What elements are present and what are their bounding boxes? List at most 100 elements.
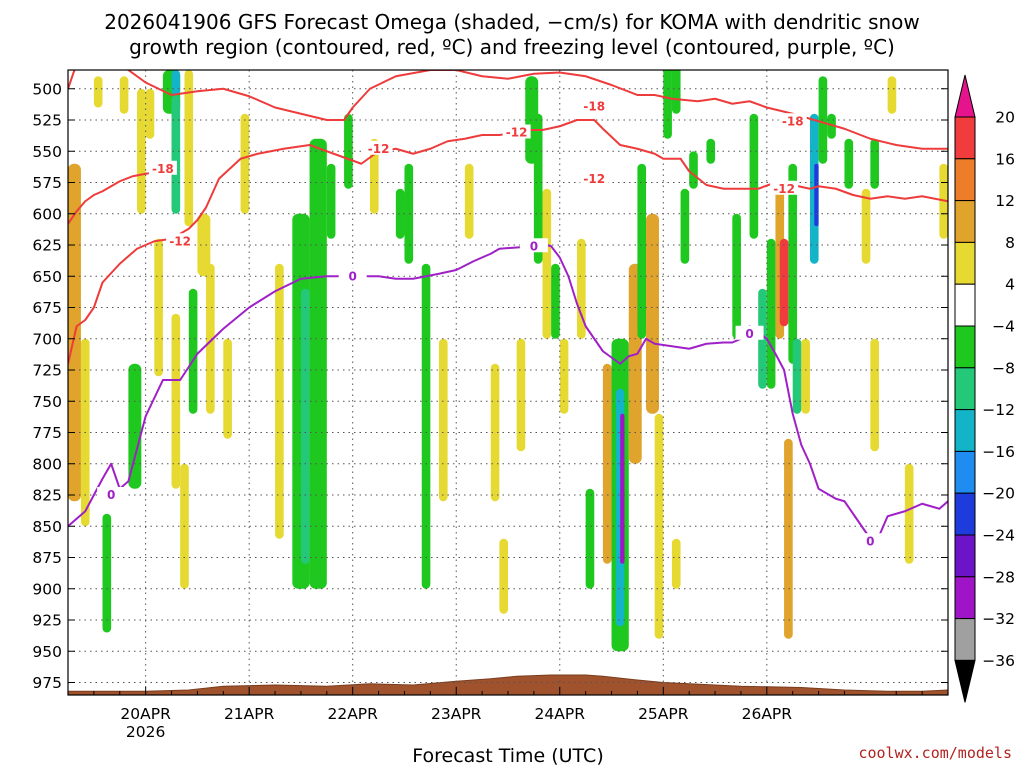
omega-cell xyxy=(904,463,914,564)
contour-label: -12 xyxy=(773,182,795,196)
omega-cell xyxy=(119,76,129,114)
colorbar-bin xyxy=(954,367,976,411)
omega-cell xyxy=(749,113,759,239)
contour-label-bg xyxy=(856,533,885,548)
colorbar-tick-label: −20 xyxy=(982,485,1015,503)
omega-cell xyxy=(870,338,879,452)
omega-cell xyxy=(887,76,897,114)
omega-cell xyxy=(516,338,526,452)
contour-label: 0 xyxy=(866,534,874,548)
omega-cell xyxy=(620,413,625,564)
colorbar-bin xyxy=(954,534,976,578)
x-tick-label: 25APR xyxy=(638,705,689,723)
contour-label: -12 xyxy=(368,142,390,156)
omega-cell xyxy=(404,163,414,264)
omega-cell xyxy=(499,538,508,614)
colorbar-tick-label: −36 xyxy=(982,652,1015,670)
omega-cell xyxy=(779,238,789,327)
omega-cell xyxy=(551,263,560,339)
omega-cell xyxy=(171,95,181,214)
contour-label-bg xyxy=(770,180,799,195)
contour-layer: -18 -18 -18 -12 -12 -12 -12 -12 0 0 0 0 0 xyxy=(68,70,948,548)
colorbar-bin xyxy=(954,409,976,452)
contour-label-bg xyxy=(166,233,195,248)
contour-label-bg xyxy=(519,238,548,253)
contour-line xyxy=(68,242,948,540)
omega-cell xyxy=(171,313,181,489)
contour-label: 0 xyxy=(745,327,753,341)
omega-cell xyxy=(784,438,793,639)
colorbar-tick-label: −8 xyxy=(992,359,1015,377)
x-tick-label: 24APR xyxy=(535,705,586,723)
omega-cell xyxy=(240,113,250,214)
omega-cell xyxy=(654,413,664,639)
colorbar-tick-label: −12 xyxy=(982,401,1015,419)
omega-cell xyxy=(689,151,698,189)
contour-label: -12 xyxy=(506,126,528,140)
y-tick-label: 825 xyxy=(32,487,62,505)
contour-line xyxy=(68,70,948,150)
omega-cell xyxy=(300,288,310,564)
omega-cell xyxy=(870,138,879,189)
colorbar-bin xyxy=(954,492,976,536)
y-tick-label: 650 xyxy=(32,268,62,286)
omega-cell xyxy=(344,113,353,189)
omega-cell xyxy=(844,138,854,189)
x-axis-label: Forecast Time (UTC) xyxy=(412,745,603,767)
colorbar-tick-label: −32 xyxy=(982,610,1015,628)
y-tick-label: 800 xyxy=(32,455,62,473)
y-tick-label: 950 xyxy=(32,643,62,661)
omega-cell xyxy=(184,70,194,227)
contour-label-bg xyxy=(364,140,393,155)
omega-cell xyxy=(542,188,552,339)
omega-cell xyxy=(814,163,819,227)
contour-label: -12 xyxy=(169,234,191,248)
y-tick-label: 975 xyxy=(32,674,62,692)
y-tick-label: 575 xyxy=(32,174,62,192)
contour-label-bg xyxy=(97,487,126,501)
grid-lines xyxy=(68,70,948,695)
colorbar-bin xyxy=(954,325,976,369)
colorbar-bin xyxy=(954,241,976,285)
contour-line xyxy=(68,167,164,225)
y-tick-label: 750 xyxy=(32,393,62,411)
terrain-fill xyxy=(68,674,948,695)
omega-cell xyxy=(145,88,155,139)
x-tick-label: 22APR xyxy=(327,705,378,723)
x-tick-label: 21APR xyxy=(224,705,275,723)
credit-link[interactable]: coolwx.com/models xyxy=(858,744,1012,762)
colorbar-bin xyxy=(954,618,976,661)
omega-cell xyxy=(137,88,146,214)
colorbar-tick-label: −28 xyxy=(982,568,1015,586)
omega-cell xyxy=(490,363,500,502)
y-tick-label: 625 xyxy=(32,237,62,255)
omega-cell xyxy=(188,288,198,414)
omega-cell xyxy=(671,538,681,589)
omega-cell xyxy=(438,338,448,502)
y-tick-label: 550 xyxy=(32,143,62,161)
y-tick-label: 925 xyxy=(32,612,62,630)
omega-cell xyxy=(421,263,431,589)
chart-title-line-1: 2026041906 GFS Forecast Omega (shaded, −… xyxy=(104,10,920,34)
contour-label: -18 xyxy=(583,99,605,113)
colorbar-over-triangle xyxy=(954,74,976,118)
contour-label-bg xyxy=(148,160,177,175)
colorbar-tick-label: 20 xyxy=(995,109,1015,127)
colorbar-tick-label: −4 xyxy=(992,318,1015,336)
colorbar-tick-label: 4 xyxy=(1005,276,1015,294)
contour-label-bg xyxy=(778,113,807,128)
colorbar-bin xyxy=(954,283,976,327)
contour-label: 0 xyxy=(530,239,538,253)
contour-label: -18 xyxy=(782,114,804,128)
colorbar-tick-label: 8 xyxy=(1005,234,1015,252)
omega-cell xyxy=(585,488,595,589)
y-tick-label: 700 xyxy=(32,330,62,348)
colorbar-bin xyxy=(954,450,976,494)
y-tick-label: 725 xyxy=(32,362,62,380)
contour-label: -12 xyxy=(583,172,605,186)
contour-label-bg xyxy=(502,124,531,139)
omega-cell xyxy=(326,163,336,239)
colorbar-tick-label: 12 xyxy=(995,192,1015,210)
